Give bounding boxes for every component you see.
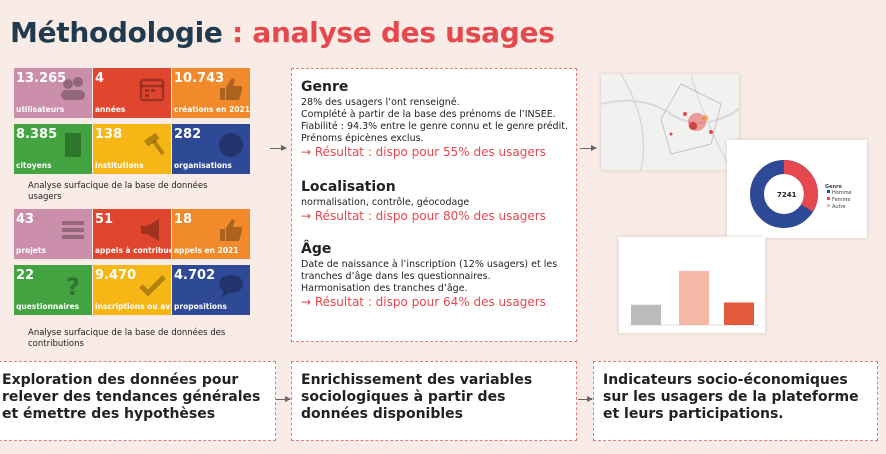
thumbs-up-icon	[220, 78, 242, 100]
stat-label: inscriptions ou avis	[95, 302, 171, 311]
arrow-to-middle	[270, 145, 287, 151]
stat-tile: 10.743 créations en 2021	[172, 68, 250, 118]
check-icon	[139, 275, 166, 297]
age-result: → Résultat : dispo pour 64% des usagers	[301, 295, 546, 309]
genre-title: Genre	[301, 79, 349, 95]
stat-tile: 51 appels à contribuer	[93, 209, 171, 259]
stat-label: appels en 2021	[174, 246, 239, 255]
stat-value: 18	[174, 212, 193, 227]
svg-text:?: ?	[66, 273, 80, 301]
stat-value: 4.702	[174, 268, 216, 283]
stat-value: 8.385	[16, 127, 58, 142]
localisation-title: Localisation	[301, 179, 396, 195]
stat-tile: 4.702 propositions	[172, 265, 250, 315]
arrow-to-right	[580, 145, 597, 151]
indicateurs-box: Indicateurs socio-économiques sur les us…	[593, 361, 878, 441]
stat-tile: 282 organisations	[172, 124, 250, 174]
title-part2: : analyse des usages	[232, 16, 555, 49]
age-bar-thumbnail	[619, 237, 765, 333]
bar	[724, 302, 754, 325]
arrow-bottom-2	[578, 396, 593, 402]
caption-contributions: Analyse surfacique de la base de données…	[28, 328, 226, 349]
stat-label: créations en 2021	[174, 105, 250, 114]
stat-tile: 8.385 citoyens	[14, 124, 92, 174]
age-line: tranches d’âge dans les questionnaires.	[301, 271, 491, 282]
exploration-text: Exploration des données pour relever des…	[2, 372, 261, 422]
stat-tile: 13.265 utilisateurs	[14, 68, 92, 118]
bar-chart	[629, 271, 759, 326]
stat-value: 13.265	[16, 71, 67, 86]
gender-donut-thumbnail: 7241 Genre Homme Femme Autre	[727, 140, 867, 238]
bar	[631, 304, 661, 325]
speech-bubble-icon	[219, 275, 243, 298]
map-icon	[601, 74, 739, 170]
age-title: Âge	[301, 241, 332, 257]
genre-result: → Résultat : dispo pour 55% des usagers	[301, 145, 546, 159]
donut-chart	[750, 160, 830, 228]
stat-value: 4	[95, 71, 105, 86]
enrichment-box: Genre 28% des usagers l’ont renseigné. C…	[291, 68, 577, 342]
stat-label: projets	[16, 246, 46, 255]
bar	[679, 271, 709, 325]
page-title: Méthodologie : analyse des usages	[10, 16, 555, 49]
stat-label: institutions	[95, 161, 144, 170]
building-icon	[65, 133, 81, 157]
calendar-icon	[139, 78, 165, 102]
donut-legend-item: Femme	[832, 197, 851, 203]
globe-icon	[219, 133, 243, 157]
localisation-result: → Résultat : dispo pour 80% des usagers	[301, 209, 546, 223]
stat-label: utilisateurs	[16, 105, 65, 114]
enrichissement-box: Enrichissement des variables sociologiqu…	[291, 361, 577, 441]
age-section: Âge Date de naissance à l’inscription (1…	[301, 241, 571, 310]
age-line: Harmonisation des tranches d’âge.	[301, 283, 468, 294]
donut-legend-title: Genre	[825, 184, 842, 190]
stat-tile: 43 projets	[14, 209, 92, 259]
stat-value: 282	[174, 127, 202, 142]
question-icon: ?	[66, 273, 80, 301]
gavel-icon	[143, 132, 165, 156]
stat-tile: 138 institutions	[93, 124, 171, 174]
map-thumbnail	[601, 74, 739, 170]
stat-label: appels à contribuer	[95, 246, 171, 255]
donut-center-value: 7241	[777, 191, 797, 199]
stat-tile: 18 appels en 2021	[172, 209, 250, 259]
indicateurs-text: Indicateurs socio-économiques sur les us…	[603, 372, 859, 422]
stat-tile: 4 années	[93, 68, 171, 118]
genre-line: 28% des usagers l’ont renseigné.	[301, 97, 460, 108]
stat-label: questionnaires	[16, 302, 80, 311]
genre-line: Fiabilité : 94.3% entre le genre connu e…	[301, 121, 568, 132]
stat-value: 9.470	[95, 268, 137, 283]
donut-legend-item: Autre	[832, 204, 846, 210]
stat-value: 43	[16, 212, 35, 227]
stat-value: 138	[95, 127, 123, 142]
stat-label: propositions	[174, 302, 227, 311]
arrow-bottom-1	[276, 396, 291, 402]
genre-line: Prénoms épicènes exclus.	[301, 133, 424, 144]
enrichissement-text: Enrichissement des variables sociologiqu…	[301, 372, 533, 422]
users-icon	[61, 77, 85, 100]
stat-value: 10.743	[174, 71, 225, 86]
stat-value: 51	[95, 212, 114, 227]
thumbs-up-icon	[220, 219, 242, 241]
localisation-line: normalisation, contrôle, géocodage	[301, 197, 470, 208]
stat-label: années	[95, 105, 126, 114]
donut-legend-item: Homme	[832, 190, 852, 196]
stat-tile: ? 22 questionnaires	[14, 265, 92, 315]
stat-value: 22	[16, 268, 35, 283]
caption-users: Analyse surfacique de la base de données…	[28, 181, 208, 202]
stat-label: organisations	[174, 161, 232, 170]
stat-label: citoyens	[16, 161, 52, 170]
exploration-box: Exploration des données pour relever des…	[0, 361, 276, 441]
list-icon	[62, 221, 84, 239]
age-line: Date de naissance à l’inscription (12% u…	[301, 259, 558, 270]
genre-section: Genre 28% des usagers l’ont renseigné. C…	[301, 79, 571, 160]
genre-line: Complété à partir de la base des prénoms…	[301, 109, 556, 120]
stat-tile: 9.470 inscriptions ou avis	[93, 265, 171, 315]
megaphone-icon	[141, 219, 159, 241]
title-part1: Méthodologie	[10, 16, 223, 49]
localisation-section: Localisation normalisation, contrôle, gé…	[301, 179, 571, 224]
